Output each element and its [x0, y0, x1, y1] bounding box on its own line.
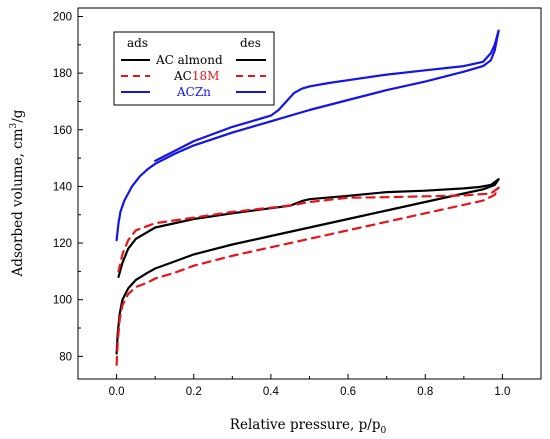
- y-tick-label: 160: [53, 125, 72, 137]
- legend-header-des: des: [240, 36, 261, 50]
- series-layer: [115, 29, 500, 366]
- x-tick-label: 0.8: [417, 386, 433, 398]
- legend-label-ac-almond-text: AC almond: [155, 53, 223, 67]
- x-axis-title: Relative pressure, p/p0: [230, 417, 387, 436]
- legend-header-ads: ads: [127, 36, 148, 50]
- y-axis-title: Adsorbed volume, cm3/g: [9, 109, 26, 277]
- x-tick-label: 0.6: [340, 386, 356, 398]
- y-axis-title-superscript: 3: [9, 122, 19, 128]
- series-line-aczn-ads: [115, 29, 500, 242]
- series-line-ac-almond-des: [117, 178, 500, 279]
- series-line-ac-almond-ads: [115, 178, 500, 355]
- y-tick-label: 100: [53, 295, 72, 307]
- y-axis-ticks: 80 100 120 140 160 180 200: [53, 11, 83, 363]
- y-axis-title-main: Adsorbed volume, cm: [10, 128, 26, 277]
- y-tick-label: 80: [59, 351, 72, 363]
- y-tick-label: 180: [53, 68, 72, 80]
- y-tick-label: 120: [53, 238, 72, 250]
- x-axis-ticks: 0.0 0.2 0.4 0.6 0.8 1.0: [77, 374, 510, 398]
- x-axis-title-subscript: 0: [380, 426, 386, 436]
- x-axis-title-main: Relative pressure, p/p: [230, 417, 381, 433]
- legend-label-ac18m-prefix: AC: [173, 69, 192, 83]
- series-line-ac18m-des: [117, 186, 500, 273]
- y-tick-label: 200: [53, 11, 72, 23]
- legend-label-ac-almond: AC almond: [155, 53, 223, 67]
- x-tick-label: 0.4: [263, 386, 280, 398]
- x-tick-label: 0.2: [186, 386, 202, 398]
- series-line-ac18m-ads: [115, 186, 500, 366]
- legend-label-aczn-text: ACZn: [176, 85, 211, 99]
- legend: ads des AC almond AC18M ACZn: [113, 31, 275, 106]
- y-axis-title-tail: /g: [10, 109, 26, 123]
- legend-label-ac18m: AC18M: [173, 69, 219, 83]
- x-tick-label: 1.0: [494, 386, 510, 398]
- x-tick-label: 0.0: [109, 386, 125, 398]
- legend-label-ac18m-suffix: 18M: [192, 69, 220, 83]
- series-line-aczn-des: [154, 29, 500, 162]
- legend-label-aczn: ACZn: [176, 85, 211, 99]
- y-tick-label: 140: [53, 181, 72, 193]
